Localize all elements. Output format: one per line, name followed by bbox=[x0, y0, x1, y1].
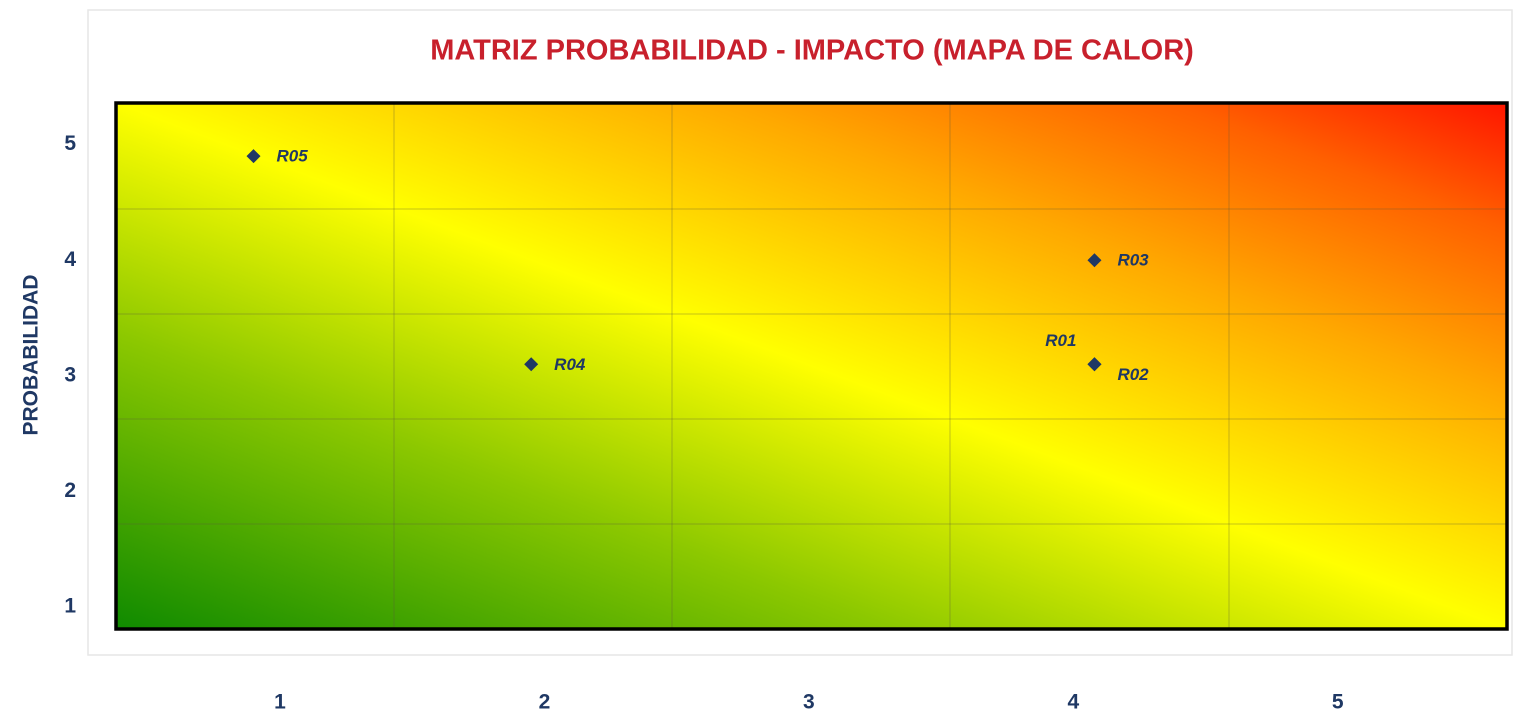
y-tick-label: 1 bbox=[64, 595, 76, 618]
point-label: R04 bbox=[554, 355, 586, 374]
y-tick-label: 4 bbox=[64, 248, 76, 271]
x-tick-label: 3 bbox=[803, 691, 815, 714]
heat-grid bbox=[116, 103, 1507, 629]
chart-title: MATRIZ PROBABILIDAD - IMPACTO (MAPA DE C… bbox=[430, 35, 1194, 67]
scatter-point bbox=[246, 149, 261, 164]
y-tick-label: 2 bbox=[64, 479, 76, 502]
x-tick-label: 1 bbox=[274, 691, 286, 714]
plot-border bbox=[114, 101, 1509, 631]
y-tick-label: 3 bbox=[64, 363, 76, 386]
scatter-point bbox=[1087, 357, 1102, 372]
x-tick-label: 5 bbox=[1332, 691, 1344, 714]
x-tick-label: 4 bbox=[1067, 691, 1079, 714]
point-label: R01 bbox=[1045, 331, 1076, 350]
point-label: R05 bbox=[277, 147, 309, 166]
y-tick-label: 5 bbox=[64, 132, 76, 155]
point-label: R03 bbox=[1117, 251, 1149, 270]
scatter-point bbox=[1087, 253, 1102, 268]
heatmap-background bbox=[116, 103, 1507, 629]
scatter-point bbox=[524, 357, 539, 372]
point-label: R02 bbox=[1117, 365, 1149, 384]
y-axis-title: PROBABILIDAD bbox=[20, 275, 43, 436]
x-tick-label: 2 bbox=[539, 691, 551, 714]
